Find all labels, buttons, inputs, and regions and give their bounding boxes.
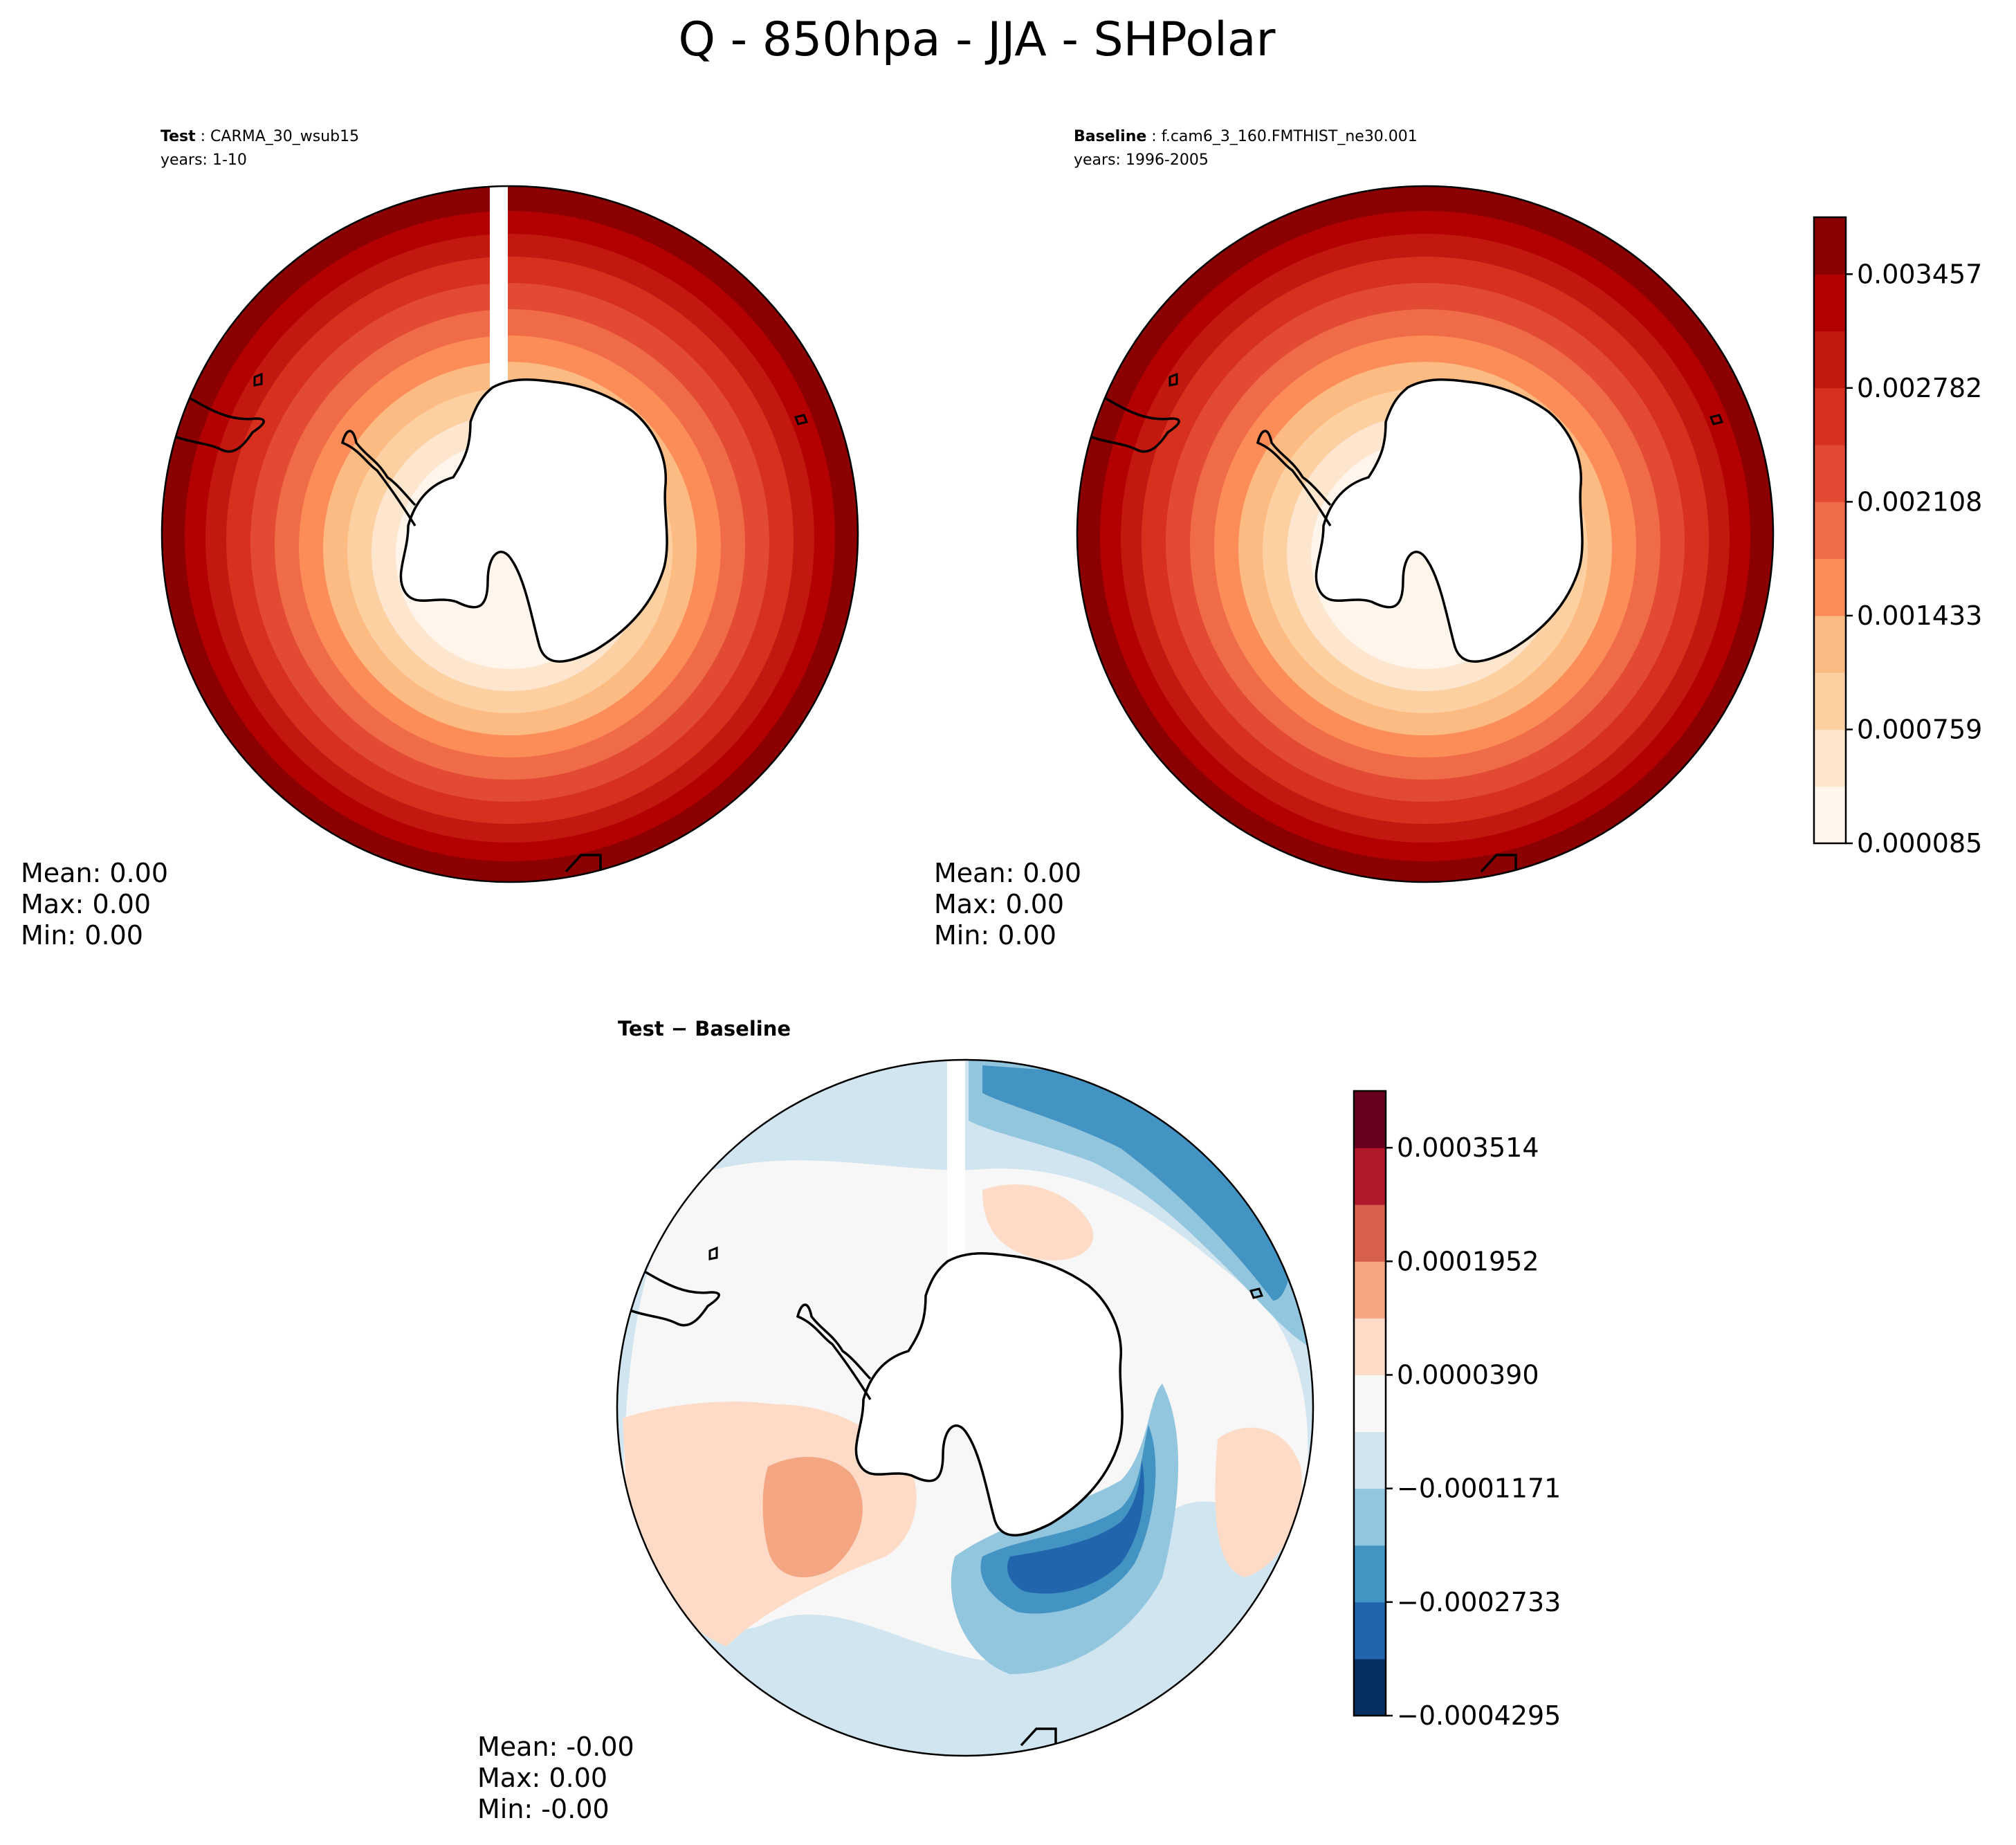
difference-colorbar-segment <box>1354 1545 1386 1603</box>
field-colorbar-tick-label: 0.001433 <box>1857 600 1982 631</box>
figure-title: Q - 850hpa - JJA - SHPolar <box>679 12 1276 67</box>
difference-colorbar-segment <box>1354 1204 1386 1262</box>
difference-colorbar-segment <box>1354 1375 1386 1433</box>
test-stat-max: Max: 0.00 <box>21 889 151 919</box>
field-colorbar-segment <box>1814 274 1846 332</box>
test-years: years: 1-10 <box>161 152 247 169</box>
field-colorbar-segment <box>1814 615 1846 673</box>
difference-colorbar-tick-label: −0.0001171 <box>1397 1474 1561 1504</box>
diff-falklands-outline <box>708 1246 718 1260</box>
diff-negative-core-southeast <box>1007 1460 1144 1594</box>
difference-colorbar-segment <box>1354 1658 1386 1716</box>
baseline-falklands-outline <box>1169 372 1178 387</box>
difference-colorbar-segment <box>1354 1148 1386 1205</box>
diff-south-america-coast <box>627 1267 720 1327</box>
field-colorbar-segment <box>1814 558 1846 616</box>
field-colorbar-frame <box>1813 216 1847 845</box>
test-island-outline <box>794 414 809 425</box>
test-map <box>162 186 858 882</box>
difference-colorbar-tick-label: 0.0003514 <box>1397 1132 1539 1163</box>
diff-positive-region-north <box>982 1184 1094 1260</box>
difference-colorbar-frame <box>1353 1090 1387 1717</box>
test-header-label: Test <box>161 128 196 145</box>
test-data-gap <box>490 186 508 387</box>
diff-data-gap <box>947 1060 965 1259</box>
field-colorbar-segment <box>1814 387 1846 446</box>
field-colorbar-tick-label: 0.002782 <box>1857 373 1982 403</box>
field-colorbar-tick-label: 0.000759 <box>1857 714 1982 744</box>
baseline-stat-mean: Mean: 0.00 <box>934 858 1081 888</box>
baseline-south-america-coast <box>1088 393 1180 453</box>
difference-colorbar-segment <box>1354 1431 1386 1489</box>
test-stat-mean: Mean: 0.00 <box>21 858 168 888</box>
test-south-america-coast <box>172 393 265 453</box>
difference-colorbar-tick-label: 0.0001952 <box>1397 1246 1539 1276</box>
field-colorbar-tick-label: 0.003457 <box>1857 259 1982 289</box>
test-stat-min: Min: 0.00 <box>21 920 143 951</box>
baseline-stat-max: Max: 0.00 <box>934 889 1064 919</box>
baseline-stat-min: Min: 0.00 <box>934 920 1056 951</box>
test-map-border <box>161 185 859 883</box>
field-colorbar-segment <box>1814 445 1846 502</box>
difference-colorbar-segment <box>1354 1091 1386 1148</box>
diff-stat-max: Max: 0.00 <box>477 1763 607 1793</box>
panel-test: Test : CARMA_30_wsub15 years: 1-10 Mean:… <box>21 128 859 951</box>
test-antarctica-outline <box>399 378 668 663</box>
diff-positive-region-east <box>1215 1427 1302 1577</box>
diff-island-outline <box>1249 1287 1264 1299</box>
difference-colorbar-tick-label: −0.0002733 <box>1397 1587 1561 1617</box>
diff-australia-coast <box>1020 1727 1057 1750</box>
baseline-australia-coast <box>1480 854 1517 876</box>
diff-antarctica-outline <box>854 1252 1124 1536</box>
test-falklands-outline <box>253 372 263 387</box>
difference-colorbar-segment <box>1354 1318 1386 1375</box>
field-colorbar-tick-label: 0.002108 <box>1857 486 1982 517</box>
field-colorbar-tick-label: 0.000085 <box>1857 828 1982 859</box>
field-colorbar-segment <box>1814 729 1846 787</box>
difference-colorbar-segment <box>1354 1601 1386 1660</box>
baseline-antarctica-outline <box>1314 378 1584 663</box>
baseline-header-sep: : <box>1146 128 1161 145</box>
field-colorbar: 0.000085 0.000759 0.001433 0.002108 0.002782… <box>1813 216 1982 859</box>
baseline-header-label: Baseline <box>1074 128 1146 145</box>
baseline-header-value: f.cam6_3_160.FMTHIST_ne30.001 <box>1162 128 1418 145</box>
baseline-peninsula-coast <box>1256 430 1332 526</box>
baseline-years: years: 1996-2005 <box>1074 152 1209 169</box>
difference-colorbar-segment <box>1354 1261 1386 1319</box>
diff-header: Test − Baseline <box>618 1017 791 1040</box>
field-colorbar-segment <box>1814 786 1846 844</box>
difference-colorbar-segment <box>1354 1488 1386 1546</box>
difference-colorbar-tick-label: 0.0000390 <box>1397 1359 1539 1390</box>
baseline-map <box>1077 186 1773 882</box>
difference-colorbar-tick-label: −0.0004295 <box>1397 1700 1561 1731</box>
test-header: Test : CARMA_30_wsub15 <box>161 128 359 145</box>
diff-stat-mean: Mean: -0.00 <box>477 1732 634 1762</box>
baseline-map-border <box>1076 185 1775 883</box>
diff-stat-min: Min: -0.00 <box>477 1794 610 1824</box>
diff-map-border <box>616 1058 1314 1757</box>
test-australia-coast <box>565 854 602 876</box>
diff-map <box>617 1060 1313 1756</box>
baseline-header: Baseline : f.cam6_3_160.FMTHIST_ne30.001 <box>1074 128 1418 145</box>
panel-baseline: Baseline : f.cam6_3_160.FMTHIST_ne30.001… <box>934 128 1775 951</box>
field-colorbar-segment <box>1814 502 1846 560</box>
panel-difference: Test − Baseline <box>477 1017 1314 1824</box>
diff-peninsula-coast <box>796 1303 872 1400</box>
test-header-sep: : <box>196 128 210 145</box>
field-colorbar-segment <box>1814 331 1846 389</box>
difference-colorbar: −0.0004295 −0.0002733 −0.0001171 0.0000390 0… <box>1353 1090 1561 1731</box>
test-peninsula-coast <box>340 430 416 526</box>
test-header-value: CARMA_30_wsub15 <box>210 128 359 145</box>
field-colorbar-segment <box>1814 672 1846 730</box>
field-colorbar-segment <box>1814 217 1846 275</box>
diff-positive-core-west <box>762 1457 863 1577</box>
baseline-island-outline <box>1709 414 1724 425</box>
